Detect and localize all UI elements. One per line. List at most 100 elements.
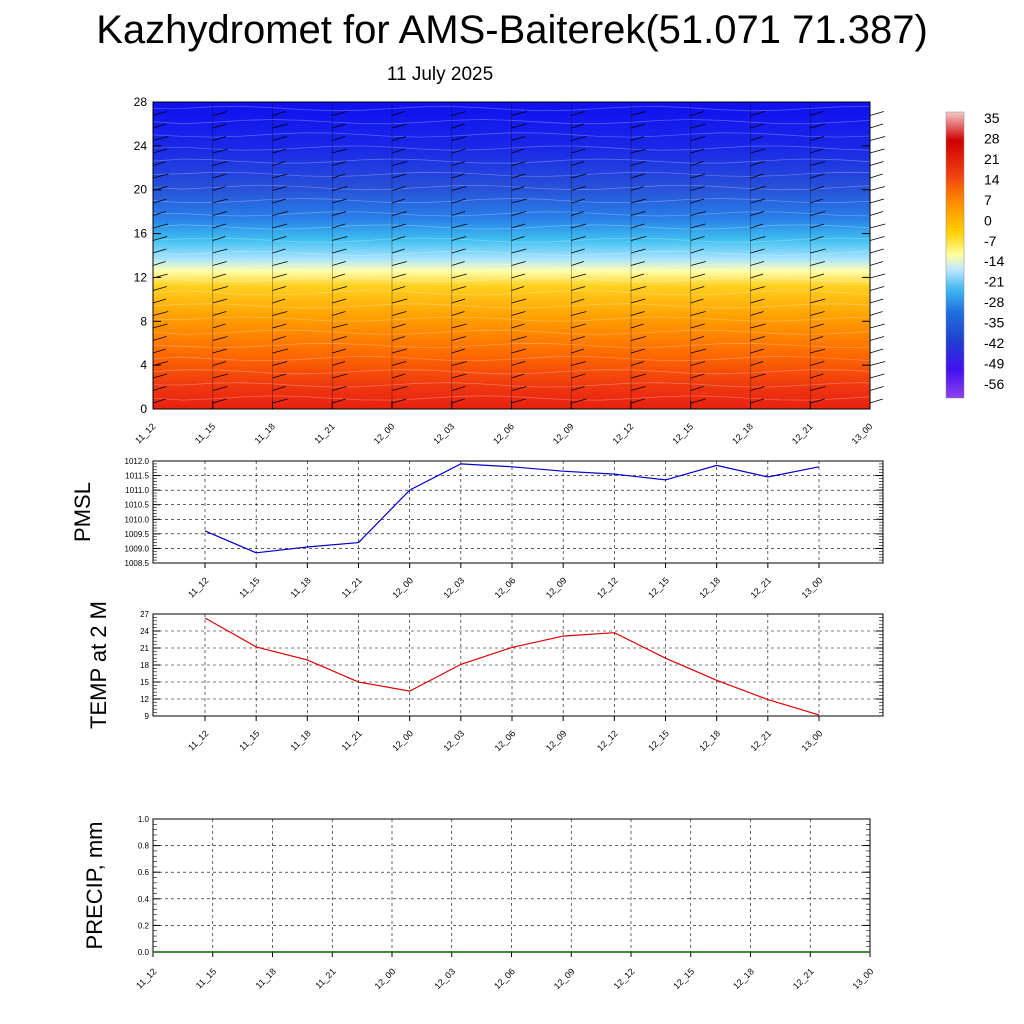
wind-barb (750, 123, 765, 129)
wind-barb (511, 286, 525, 291)
wind-barb (810, 223, 825, 229)
wind-barb (869, 273, 886, 279)
wind-barb (511, 173, 526, 179)
x-tick-label: 12_00 (373, 966, 398, 991)
wind-barb (571, 123, 585, 129)
wind-barb (332, 261, 346, 266)
wind-barb (869, 298, 884, 304)
y-tick-label: 9 (145, 712, 150, 721)
wind-barb (571, 136, 587, 141)
wind-barb (869, 348, 884, 354)
x-tick-label: 12_15 (670, 421, 695, 446)
wind-barb (571, 298, 585, 304)
x-tick-label: 13_00 (851, 966, 876, 991)
wind-barb (690, 198, 705, 204)
wind-barb (571, 261, 584, 266)
x-tick-label: 12_03 (441, 575, 466, 600)
wind-barb (690, 223, 706, 229)
wind-barb (391, 223, 407, 229)
wind-barb (750, 348, 765, 354)
wind-barb (810, 123, 826, 129)
wind-barb (690, 236, 705, 241)
wind-barb (810, 186, 824, 191)
wind-barb (332, 236, 348, 241)
x-tick-label: 12_00 (390, 728, 415, 753)
wind-barb (272, 386, 286, 391)
wind-barb (511, 123, 526, 129)
wind-barb (332, 161, 347, 166)
wind-barb (272, 261, 288, 266)
wind-barb (571, 273, 587, 279)
wind-barb (272, 111, 286, 116)
y-tick-label: 16 (134, 227, 148, 241)
wind-barb (630, 398, 645, 404)
x-tick-label: 11_15 (237, 728, 261, 752)
wind-barb (272, 136, 288, 141)
x-tick-label: 11_15 (237, 575, 261, 599)
colorbar-gradient (945, 111, 965, 399)
wind-barb (690, 261, 706, 266)
wind-barb (511, 398, 526, 404)
wind-barb (869, 173, 883, 179)
y-tick-label: 24 (140, 627, 149, 636)
wind-barb (152, 311, 169, 316)
wind-barb (212, 136, 227, 141)
wind-barb (630, 223, 645, 229)
precip-panel: 0.0 0.2 0.4 0.6 0.8 1.0 11_12 11_15 11_18 11_21 12… (82, 815, 875, 991)
x-tick-label: 12_03 (431, 421, 456, 446)
wind-barb (332, 398, 346, 404)
wind-barb (869, 261, 884, 266)
wind-barb (630, 236, 647, 241)
wind-barb (869, 386, 884, 391)
wind-barb (451, 386, 466, 391)
y-tick-label: 1009.5 (125, 530, 150, 539)
wind-barb (690, 161, 704, 166)
wind-barb (152, 148, 168, 154)
wind-barb (332, 373, 348, 379)
wind-barb (810, 198, 824, 204)
wind-barb (391, 161, 408, 166)
x-tick-label: 13_00 (800, 575, 825, 600)
wind-barb (212, 386, 228, 391)
wind-barb (212, 348, 227, 354)
y-tick-label: 0.6 (138, 868, 150, 877)
wind-barb (630, 123, 646, 129)
wind-barb (391, 111, 405, 116)
wind-barb (212, 398, 227, 404)
wind-barb (451, 398, 465, 404)
wind-barb (212, 298, 228, 304)
wind-barb (391, 373, 406, 379)
wind-barb (810, 161, 826, 166)
x-tick-label: 12_00 (390, 575, 415, 600)
wind-barb (810, 273, 825, 279)
wind-barb (750, 398, 764, 404)
wind-barb (212, 373, 229, 379)
x-tick-label: 11_21 (313, 966, 337, 990)
wind-barb (332, 273, 346, 279)
colorbar-label: -14 (984, 253, 1004, 269)
y-tick-label: 12 (140, 695, 149, 704)
wind-barb (630, 336, 646, 341)
wind-barb (630, 186, 644, 191)
wind-barb (152, 323, 168, 329)
wind-barb (571, 361, 587, 366)
wind-barb (332, 386, 347, 391)
y-tick-label: 28 (134, 95, 148, 109)
wind-barb (869, 111, 884, 116)
y-tick-label: 0.2 (138, 921, 150, 930)
wind-barb (690, 123, 706, 129)
wind-barb (212, 286, 229, 291)
wind-barb (690, 361, 706, 366)
wind-barb (272, 223, 288, 229)
x-tick-label: 12_03 (432, 966, 457, 991)
y-tick-label: 0.0 (138, 948, 150, 957)
wind-barb (272, 323, 287, 329)
wind-barb (690, 386, 704, 391)
wind-barb (511, 236, 525, 241)
wind-barb (332, 311, 346, 316)
wind-barb (272, 298, 286, 304)
wind-barb (690, 111, 704, 116)
wind-barb (571, 223, 587, 229)
wind-barb (571, 398, 587, 404)
wind-barb (630, 348, 646, 354)
